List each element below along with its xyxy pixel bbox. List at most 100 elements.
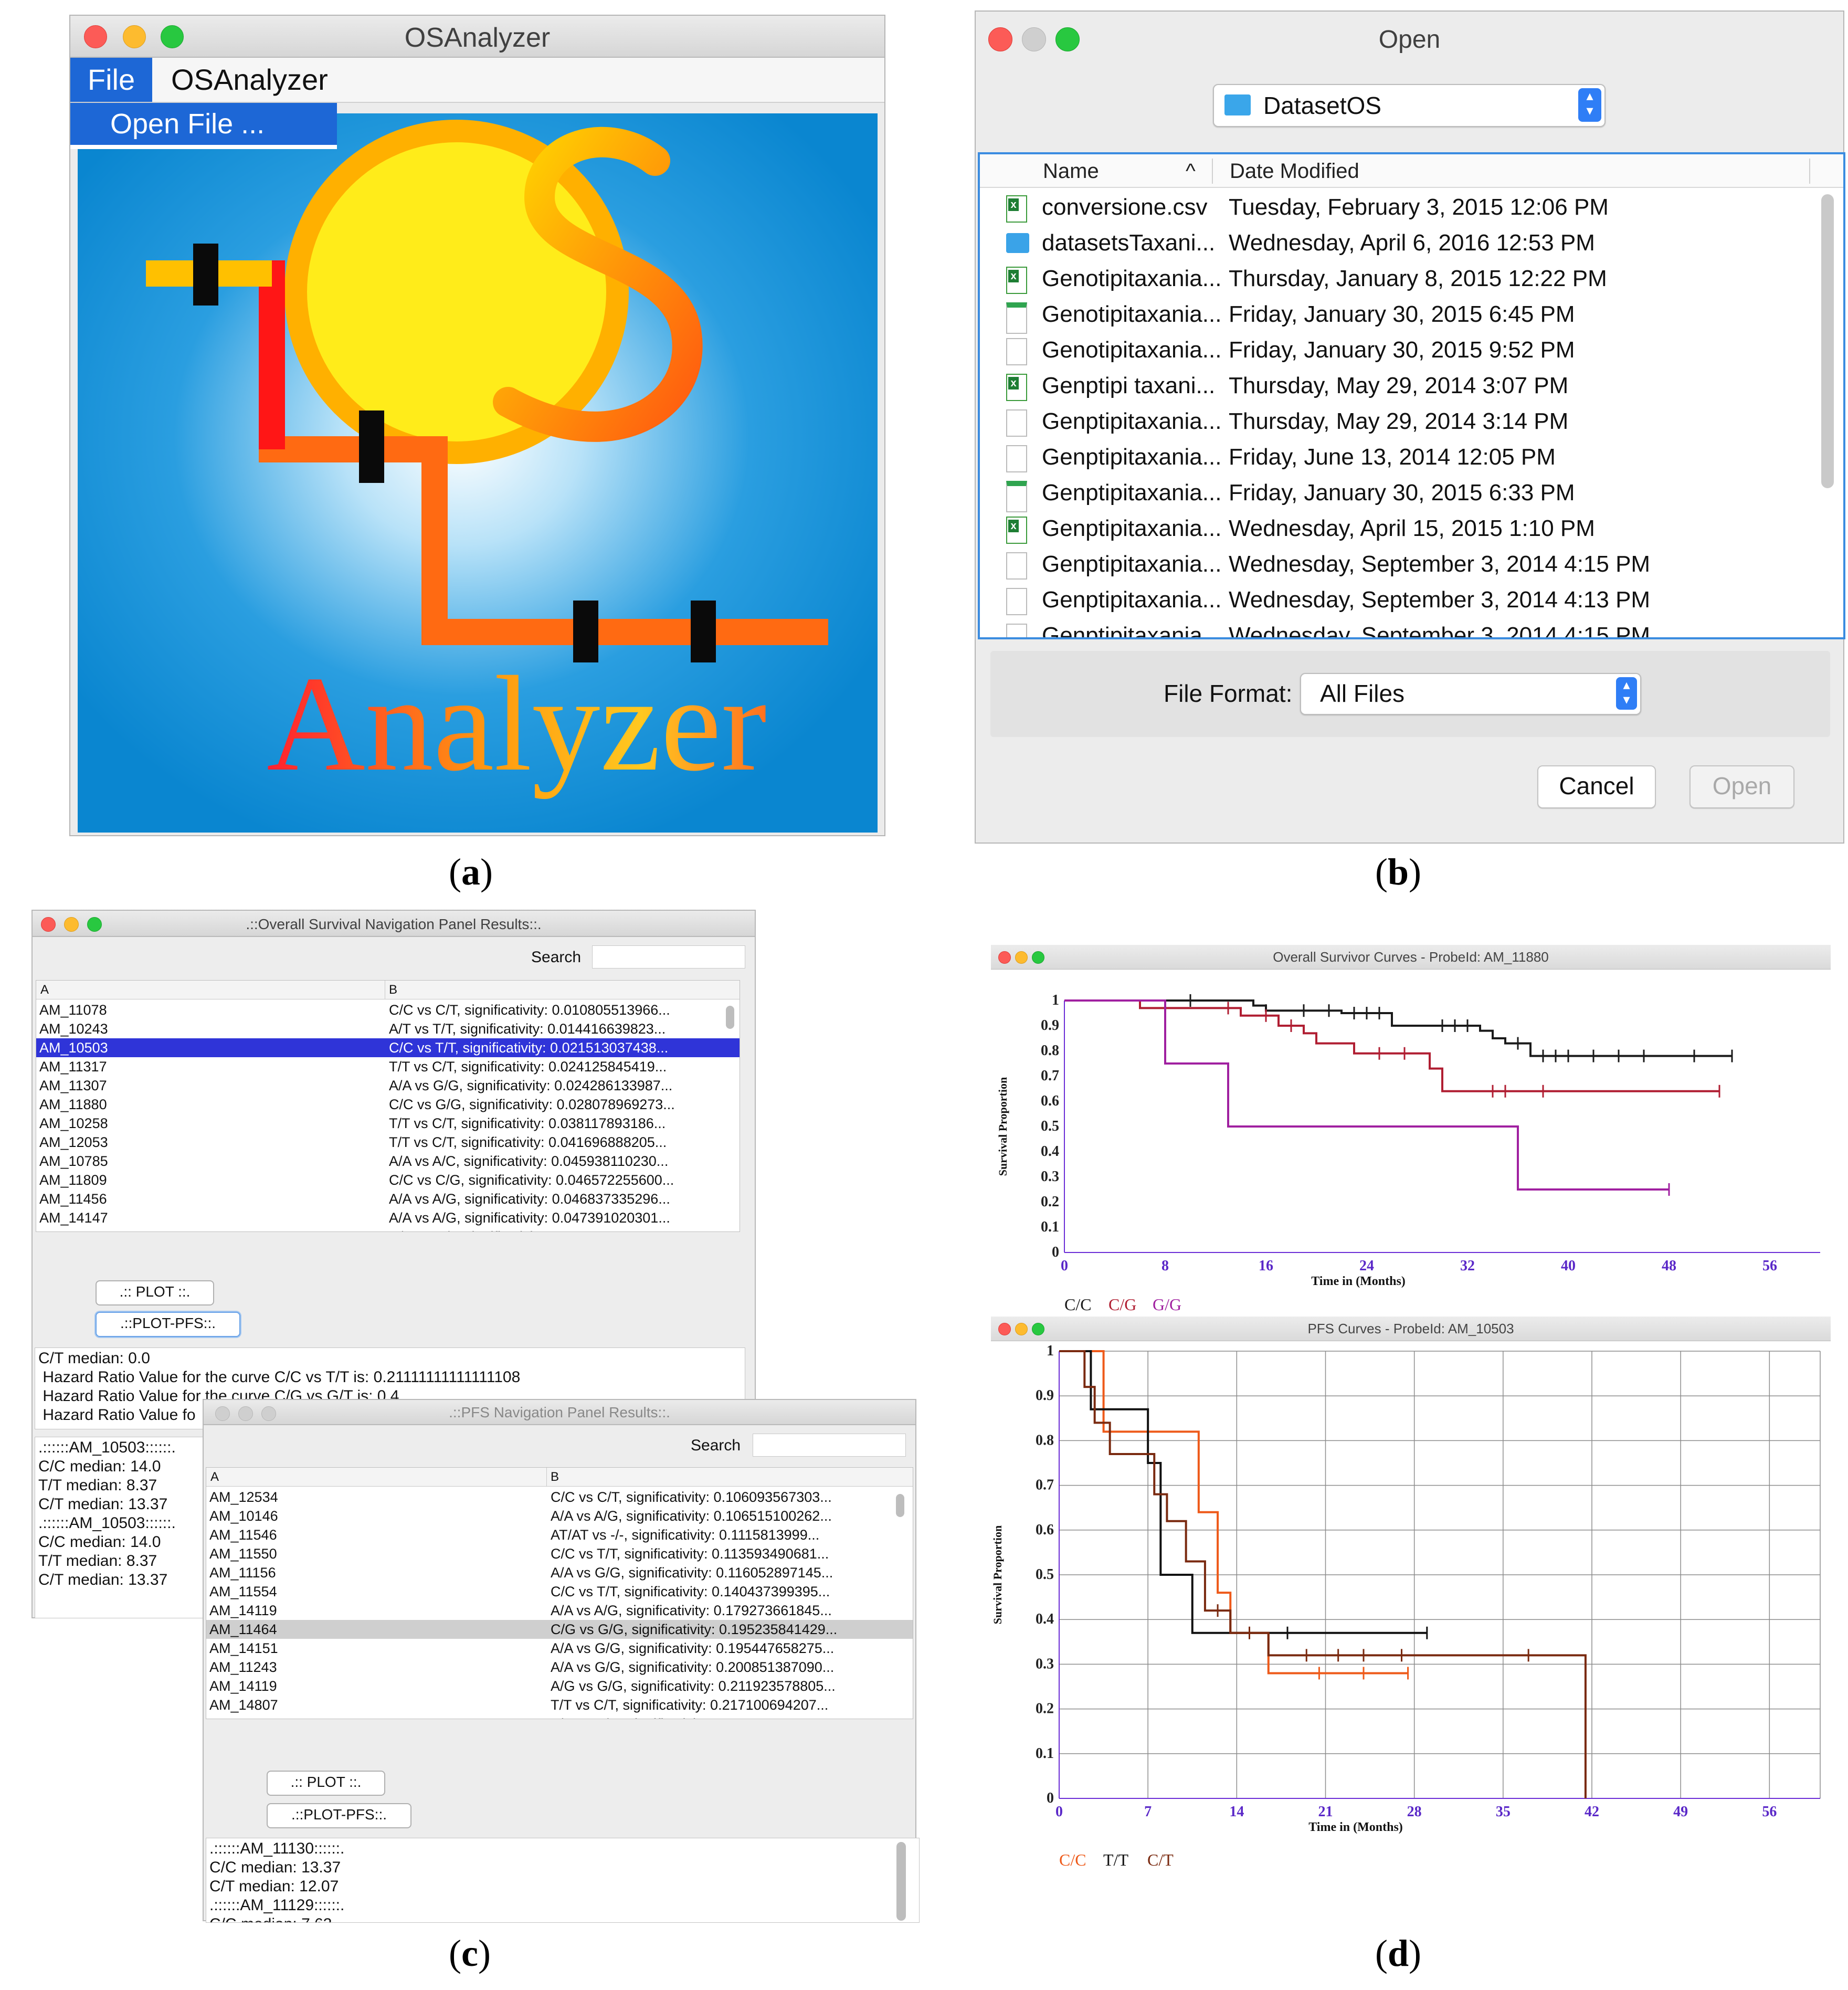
table-row[interactable]: AM_11464 C/G vs G/G, significativity: 0.1… <box>206 1620 913 1639</box>
table-row[interactable]: AM_11307 A/A vs G/G, significativity: 0.0… <box>36 1076 740 1095</box>
table-row[interactable]: AM_11317 T/T vs C/T, significativity: 0.0… <box>36 1057 740 1076</box>
open-file-menu-item[interactable]: Open File ... <box>70 103 337 149</box>
table-row[interactable]: AM_10258 T/T vs C/T, significativity: 0.0… <box>36 1114 740 1133</box>
table-row[interactable]: AM_11546 AT/AT vs -/-, significativity: 0… <box>206 1525 913 1544</box>
plot-button[interactable]: .:: PLOT ::. <box>96 1280 214 1305</box>
close-button[interactable] <box>998 1323 1011 1335</box>
minimize-button[interactable] <box>238 1406 253 1421</box>
file-row[interactable]: Genptipitaxania... Wednesday, September 3… <box>980 548 1809 584</box>
output-text-area[interactable]: .::::::AM_10503::::::. C/C median: 14.0 T/… <box>35 1437 220 1618</box>
table-row[interactable]: AM_11078 C/C vs C/T, significativity: 0.0… <box>36 1001 740 1019</box>
close-button[interactable] <box>41 917 56 932</box>
minimize-button[interactable] <box>64 917 79 932</box>
minimize-button[interactable] <box>1015 951 1028 964</box>
cancel-button[interactable]: Cancel <box>1537 765 1656 808</box>
zoom-button[interactable] <box>1032 951 1044 964</box>
cell-comparison: A/A vs G/G, significativity: 0.116052897… <box>551 1565 833 1581</box>
zoom-button[interactable] <box>161 25 184 48</box>
file-row[interactable]: conversione.csv Tuesday, February 3, 2015… <box>980 191 1809 227</box>
scrollbar-thumb[interactable] <box>896 1494 904 1517</box>
file-list[interactable]: Name ^ Date Modified conversione.csv Tues… <box>978 152 1845 639</box>
table-row[interactable]: AM_11809 C/C vs C/G, significativity: 0.0… <box>36 1171 740 1189</box>
plot-pfs-button[interactable]: .::PLOT-PFS::. <box>96 1312 240 1337</box>
close-button[interactable] <box>84 25 107 48</box>
table-row[interactable]: AM_14807 T/T vs C/T, significativity: 0.2… <box>206 1696 913 1714</box>
table-row[interactable]: AM_11550 C/C vs T/T, significativity: 0.1… <box>206 1544 913 1563</box>
window-title: .::PFS Navigation Panel Results::. <box>449 1404 670 1420</box>
table-row[interactable]: AM_10243 A/T vs T/T, significativity: 0.0… <box>36 1019 740 1038</box>
menu-file[interactable]: File <box>70 58 152 102</box>
table-row[interactable]: AM_12053 T/T vs C/T, significativity: 0.0… <box>36 1133 740 1152</box>
scrollbar-thumb[interactable] <box>896 1842 906 1921</box>
file-row[interactable]: Genptipi taxani... Thursday, May 29, 2014… <box>980 370 1809 405</box>
zoom-button[interactable] <box>1032 1323 1044 1335</box>
scrollbar-thumb[interactable] <box>726 1006 734 1029</box>
cell-probe-id: AM_11554 <box>209 1584 277 1599</box>
results-table[interactable]: A B AM_11078 C/C vs C/T, significativity:… <box>36 980 740 1232</box>
file-row[interactable]: Genptipitaxania... Thursday, May 29, 2014… <box>980 405 1809 441</box>
file-row[interactable]: Genptipitaxania... Wednesday, April 15, 2… <box>980 512 1809 548</box>
x-tick-label: 7 <box>1144 1804 1152 1820</box>
table-row[interactable]: AM_14119 A/A vs A/G, significativity: 0.1… <box>206 1601 913 1620</box>
close-button[interactable] <box>998 951 1011 964</box>
y-tick-label: 1 <box>1047 1343 1054 1359</box>
results-table[interactable]: A B AM_12534 C/C vs C/T, significativity:… <box>206 1467 913 1719</box>
table-row[interactable]: AM_10270 T/T vs G/G, significativity: 0.2… <box>206 1714 913 1719</box>
scrollbar[interactable] <box>1821 194 1834 488</box>
file-row[interactable]: Genptipitaxania... Wednesday, September 3… <box>980 584 1809 619</box>
zoom-button[interactable] <box>87 917 102 932</box>
cell-probe-id: AM_11307 <box>39 1078 107 1093</box>
cell-comparison: A/A vs A/G, significativity: 0.106515100… <box>551 1508 832 1524</box>
minimize-button[interactable] <box>1015 1323 1028 1335</box>
cell-comparison: C/G vs G/G, significativity: 0.195235841… <box>551 1622 838 1637</box>
minimize-button[interactable] <box>123 25 146 48</box>
location-popup[interactable]: DatasetOS ▴ ▾ <box>1213 84 1606 127</box>
column-a-header[interactable]: A <box>210 1470 219 1484</box>
table-row[interactable]: AM_11554 C/C vs T/T, significativity: 0.1… <box>206 1582 913 1601</box>
table-row[interactable]: AM_14151 A/A vs G/G, significativity: 0.1… <box>206 1639 913 1658</box>
table-row[interactable]: AM_14147 A/A vs A/G, significativity: 0.0… <box>36 1208 740 1227</box>
km-curve-c-c <box>1059 1350 1408 1675</box>
plot-pfs-button[interactable]: .::PLOT-PFS::. <box>267 1803 411 1828</box>
table-row[interactable]: AM_12534 C/C vs C/T, significativity: 0.1… <box>206 1488 913 1507</box>
table-row[interactable]: AM_11085 C/C vs C/T, significativity: 0.0… <box>36 1227 740 1231</box>
table-row[interactable]: AM_11156 A/A vs G/G, significativity: 0.1… <box>206 1563 913 1582</box>
file-date: Wednesday, September 3, 2014 4:15 PM <box>1229 551 1651 577</box>
cell-comparison: A/G vs G/G, significativity: 0.211923578… <box>551 1678 836 1694</box>
column-name-header[interactable]: Name <box>1043 160 1099 183</box>
minimize-button <box>1022 27 1046 51</box>
table-row[interactable]: AM_10785 A/A vs A/C, significativity: 0.0… <box>36 1152 740 1171</box>
output-text-area[interactable]: .::::::AM_11130::::::. C/C median: 13.37 C… <box>206 1838 920 1923</box>
table-row[interactable]: AM_11880 C/C vs G/G, significativity: 0.0… <box>36 1095 740 1114</box>
column-b-header[interactable]: B <box>551 1470 559 1484</box>
search-input[interactable] <box>753 1434 906 1457</box>
table-row[interactable]: AM_11243 A/A vs G/G, significativity: 0.2… <box>206 1658 913 1677</box>
y-tick-label: 0.7 <box>1036 1477 1054 1493</box>
document-icon <box>1006 588 1027 615</box>
file-row[interactable]: Genotipitaxania... Friday, January 30, 20… <box>980 298 1809 334</box>
close-button[interactable] <box>988 27 1012 51</box>
table-row[interactable]: AM_11456 A/A vs A/G, significativity: 0.0… <box>36 1189 740 1208</box>
close-button[interactable] <box>215 1406 230 1421</box>
zoom-button[interactable] <box>1055 27 1080 51</box>
cell-comparison: A/A vs A/G, significativity: 0.046837335… <box>389 1191 670 1207</box>
y-tick-label: 0.9 <box>1041 1017 1059 1034</box>
plot-button[interactable]: .:: PLOT ::. <box>267 1771 385 1796</box>
file-format-popup[interactable]: All Files ▴ ▾ <box>1300 673 1641 715</box>
open-button[interactable]: Open <box>1689 765 1794 808</box>
table-row[interactable]: AM_10146 A/A vs A/G, significativity: 0.1… <box>206 1507 913 1525</box>
file-row[interactable]: Genptipitaxania... Friday, January 30, 20… <box>980 477 1809 512</box>
file-row[interactable]: Genotipitaxania... Friday, January 30, 20… <box>980 334 1809 370</box>
search-input[interactable] <box>592 945 745 968</box>
table-row[interactable]: AM_10503 C/C vs T/T, significativity: 0.0… <box>36 1038 740 1057</box>
menu-osanalyzer[interactable]: OSAnalyzer <box>171 63 328 96</box>
file-row[interactable]: datasetsTaxani... Wednesday, April 6, 201… <box>980 227 1809 262</box>
table-row[interactable]: AM_14119 A/G vs G/G, significativity: 0.2… <box>206 1677 913 1696</box>
column-date-header[interactable]: Date Modified <box>1230 160 1359 183</box>
file-row[interactable]: Genotipitaxania... Thursday, January 8, 2… <box>980 262 1809 298</box>
column-a-header[interactable]: A <box>40 983 49 997</box>
zoom-button[interactable] <box>261 1406 276 1421</box>
file-row[interactable]: Genptipitaxania... Wednesday, September 3… <box>980 619 1809 637</box>
file-row[interactable]: Genptipitaxania... Friday, June 13, 2014 … <box>980 441 1809 477</box>
column-b-header[interactable]: B <box>389 983 398 997</box>
